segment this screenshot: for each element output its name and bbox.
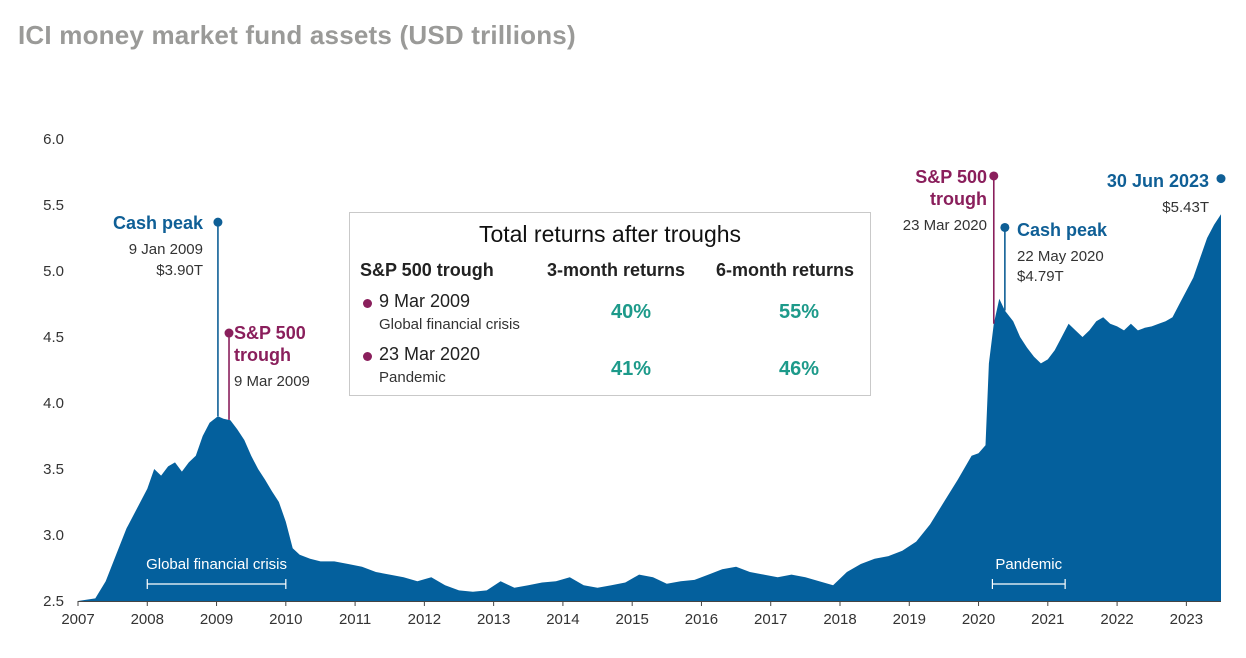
x-tick-label: 2020 bbox=[962, 611, 995, 628]
returns-table: Total returns after troughs S&P 500 trou… bbox=[349, 212, 871, 396]
x-tick-label: 2019 bbox=[893, 611, 926, 628]
cash-peak-2009-value: $3.90T bbox=[156, 262, 203, 279]
y-tick-label: 5.5 bbox=[43, 197, 64, 214]
x-tick-label: 2008 bbox=[131, 611, 164, 628]
x-tick-label: 2009 bbox=[200, 611, 233, 628]
header-3-month: 3-month returns bbox=[547, 260, 686, 280]
trough-dot-icon bbox=[363, 352, 372, 361]
trough-dot-icon bbox=[363, 299, 372, 308]
trough-2020-label-line1: S&P 500 bbox=[915, 167, 987, 187]
y-tick-label: 6.0 bbox=[43, 131, 64, 148]
header-trough: S&P 500 trough bbox=[360, 260, 494, 280]
x-tick-label: 2023 bbox=[1170, 611, 1203, 628]
sp500_trough-marker bbox=[224, 328, 234, 338]
sp500_trough-marker bbox=[989, 171, 999, 181]
trough-2020-date: 23 Mar 2020 bbox=[903, 217, 987, 234]
row-3-month-return: 40% bbox=[610, 301, 652, 323]
x-tick-label: 2016 bbox=[685, 611, 718, 628]
row-6-month-return: 55% bbox=[778, 301, 820, 323]
x-tick-label: 2017 bbox=[754, 611, 787, 628]
row-6-month-return: 46% bbox=[778, 358, 820, 380]
latest-marker bbox=[1216, 174, 1226, 184]
cash-peak-2020-label: Cash peak bbox=[1017, 220, 1108, 240]
row-event: Pandemic bbox=[379, 369, 446, 386]
y-tick-label: 4.5 bbox=[43, 329, 64, 346]
x-tick-label: 2014 bbox=[546, 611, 579, 628]
latest-date-label: 30 Jun 2023 bbox=[1107, 171, 1209, 191]
cash-peak-2009-label: Cash peak bbox=[113, 213, 204, 233]
x-tick-label: 2021 bbox=[1031, 611, 1064, 628]
trough-2020-label-line2: trough bbox=[930, 189, 987, 209]
y-tick-label: 3.5 bbox=[43, 461, 64, 478]
trough-2009-label-line1: S&P 500 bbox=[234, 323, 306, 343]
y-tick-label: 5.0 bbox=[43, 263, 64, 280]
cash_peak-marker bbox=[213, 217, 223, 227]
trough-2009-date: 9 Mar 2009 bbox=[234, 373, 310, 390]
row-date: 23 Mar 2020 bbox=[379, 344, 481, 364]
header-6-month: 6-month returns bbox=[716, 260, 855, 280]
band-gfc-label: Global financial crisis bbox=[146, 556, 287, 573]
cash-peak-2020-value: $4.79T bbox=[1017, 268, 1064, 285]
chart-title: ICI money market fund assets (USD trilli… bbox=[18, 20, 576, 50]
x-tick-label: 2011 bbox=[339, 611, 371, 628]
x-tick-label: 2010 bbox=[269, 611, 302, 628]
y-tick-label: 3.0 bbox=[43, 527, 64, 544]
x-tick-label: 2007 bbox=[61, 611, 94, 628]
band-pandemic-label: Pandemic bbox=[995, 556, 1062, 573]
cash_peak-marker bbox=[1000, 222, 1010, 232]
cash-peak-2009-date: 9 Jan 2009 bbox=[129, 241, 203, 258]
x-tick-label: 2022 bbox=[1100, 611, 1133, 628]
x-tick-label: 2013 bbox=[477, 611, 510, 628]
cash-peak-2020-date: 22 May 2020 bbox=[1017, 248, 1104, 265]
row-date: 9 Mar 2009 bbox=[379, 291, 471, 311]
latest-value-label: $5.43T bbox=[1162, 199, 1209, 216]
money-market-area bbox=[78, 214, 1221, 601]
trough-2009-label-line2: trough bbox=[234, 345, 291, 365]
x-tick-label: 2012 bbox=[408, 611, 441, 628]
returns-table-title: Total returns after troughs bbox=[478, 221, 742, 247]
y-tick-label: 2.5 bbox=[43, 593, 64, 610]
x-tick-label: 2015 bbox=[615, 611, 648, 628]
row-3-month-return: 41% bbox=[610, 358, 652, 380]
row-event: Global financial crisis bbox=[379, 316, 520, 333]
y-tick-label: 4.0 bbox=[43, 395, 64, 412]
x-tick-label: 2018 bbox=[823, 611, 856, 628]
